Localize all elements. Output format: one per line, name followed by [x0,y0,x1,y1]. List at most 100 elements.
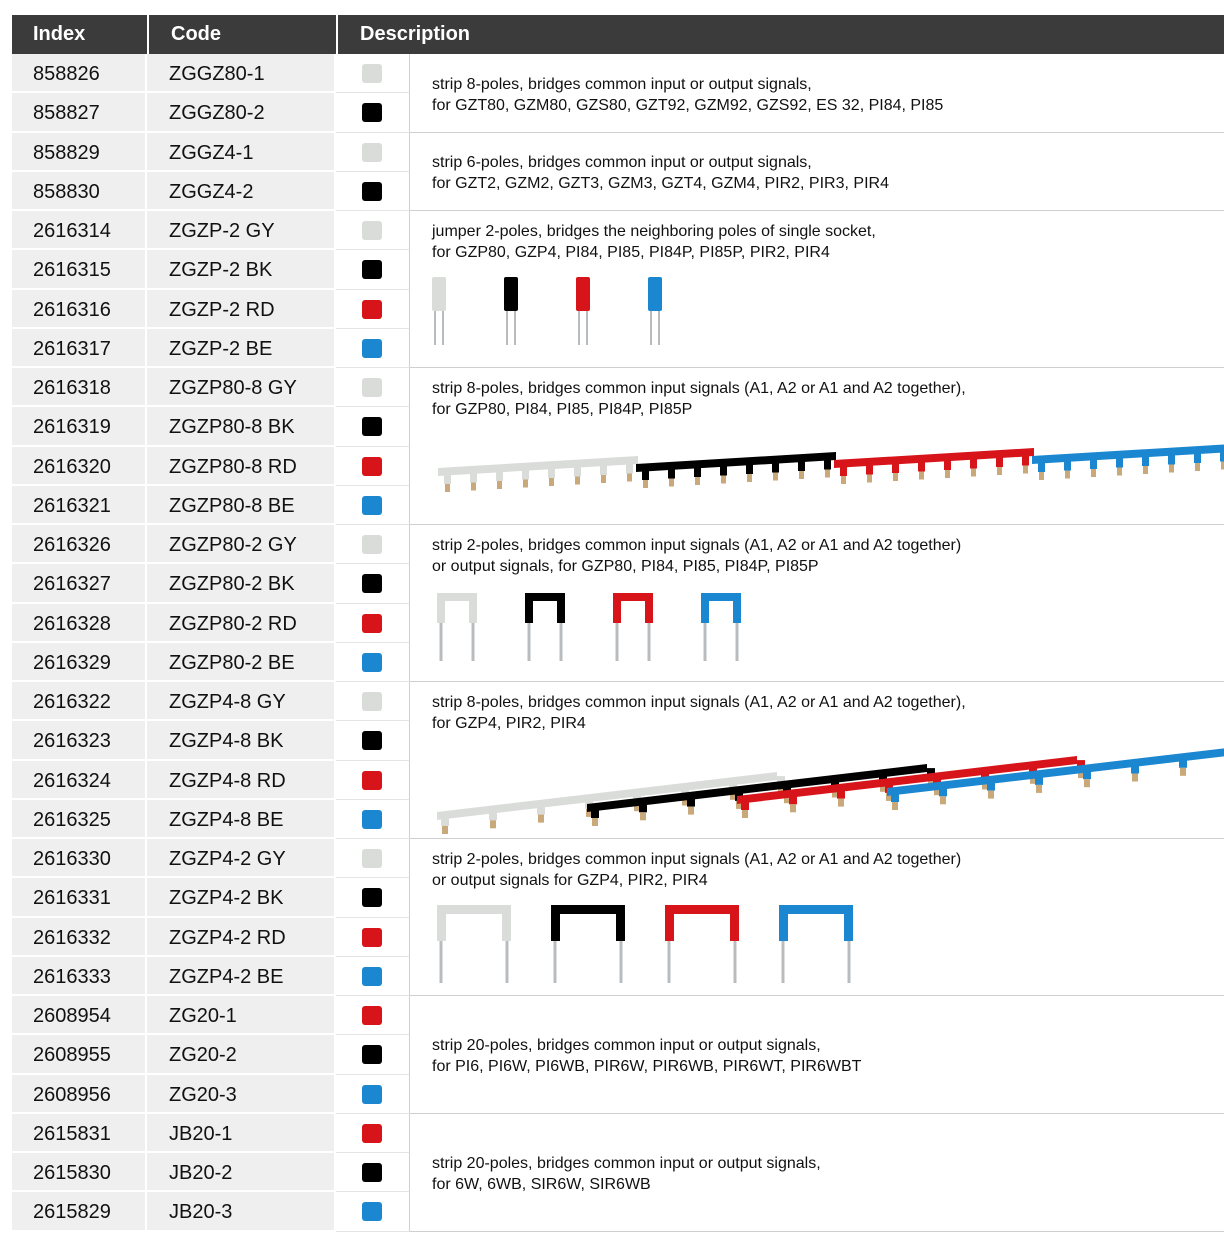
image-part [1032,444,1224,464]
index-cell: 2616318 [12,368,147,408]
description-line: or output signals for GZP4, PIR2, PIR4 [432,872,708,889]
image-part [469,593,477,623]
image-part [741,800,749,810]
code-cell: ZGGZ4-2 [147,171,336,211]
description-cell: strip 8-poles, bridges common input or o… [410,54,1224,133]
swatch-cell [336,211,410,251]
image-part [575,476,580,485]
image-part [891,792,899,802]
image-part [1143,466,1148,474]
index-cell: 2615830 [12,1153,147,1193]
image-part [1117,467,1122,476]
index-cell: 2615831 [12,1113,147,1153]
image-part [438,456,638,476]
image-part [441,816,449,826]
image-part [695,477,700,485]
image-part [799,471,804,479]
image-part [887,748,1224,796]
image-part [490,820,496,829]
color-swatch [362,221,382,240]
image-part [592,818,598,826]
image-part [789,794,797,805]
swatch-cell [336,996,410,1036]
color-swatch [362,809,382,829]
color-swatch [362,574,382,594]
color-swatch [362,535,382,554]
swatch-cell [336,407,410,447]
image-part [645,593,653,623]
image-part [437,772,777,820]
image-part [1142,456,1149,466]
index-cell: 2616327 [12,564,147,604]
swatch-cell [336,1153,410,1193]
image-part [432,277,446,311]
image-part [634,803,640,812]
swatch-cell [336,1113,410,1153]
image-part [548,468,555,478]
image-part [838,798,844,807]
index-cell: 2616314 [12,211,147,251]
image-part [682,797,688,806]
image-part [591,808,599,818]
code-cell: ZG20-2 [147,1035,336,1075]
image-part [687,796,695,807]
image-part [1023,465,1028,474]
image-part [940,796,946,805]
swatch-cell [336,839,410,879]
image-part [437,905,511,914]
index-cell: 2616329 [12,642,147,682]
code-cell: ZGZP4-8 BE [147,799,336,839]
image-part [866,464,873,475]
color-swatch [362,1006,382,1025]
color-swatch [362,338,382,358]
image-part [497,481,502,489]
image-part [688,806,694,815]
swatch-cell [336,525,410,565]
image-part [779,905,788,941]
image-part [626,463,633,474]
image-part [648,277,662,311]
image-part [1029,765,1037,776]
image-part [701,593,741,601]
image-part [523,479,528,488]
index-cell: 858829 [12,132,147,172]
color-swatch [362,731,382,751]
image-part [1131,763,1139,774]
color-swatch [362,1084,382,1104]
image-part [471,482,476,491]
description-cell: strip 8-poles, bridges common input sign… [410,682,1224,839]
code-cell: ZGZP80-8 BK [147,407,336,447]
code-cell: ZGZP80-2 BE [147,642,336,682]
image-part [557,593,565,623]
image-part [1195,463,1200,471]
color-swatch [362,181,382,201]
description-line: for GZT2, GZM2, GZT3, GZM3, GZT4, GZM4, … [432,175,889,193]
image-part [1084,779,1090,788]
description-line: or output signals, for GZP80, PI84, PI85… [432,558,819,575]
description-line: strip 8-poles, bridges common input sign… [432,380,966,397]
description-line: strip 2-poles, bridges common input sign… [432,537,962,554]
image-part [613,593,653,601]
image-part [1168,454,1175,465]
image-part [824,459,831,470]
index-cell: 2616320 [12,446,147,486]
code-cell: ZGZP80-8 BE [147,485,336,525]
code-cell: ZGZP4-2 BK [147,878,336,918]
description-line: for GZT80, GZM80, GZS80, GZT92, GZM92, G… [432,96,944,114]
index-cell: 2616325 [12,799,147,839]
swatch-cell [336,956,410,996]
image-part [945,470,950,478]
image-part [1132,773,1138,782]
image-part [1035,774,1043,785]
swatch-cell [336,1074,410,1114]
header-cell: Index [12,15,147,54]
image-part [574,466,581,477]
image-part [1036,784,1042,793]
image-part [737,756,1077,804]
image-part [643,480,648,488]
image-part [1221,461,1224,470]
image-part [1169,464,1174,473]
image-part [1038,462,1045,472]
code-cell: ZGGZ80-2 [147,93,336,133]
